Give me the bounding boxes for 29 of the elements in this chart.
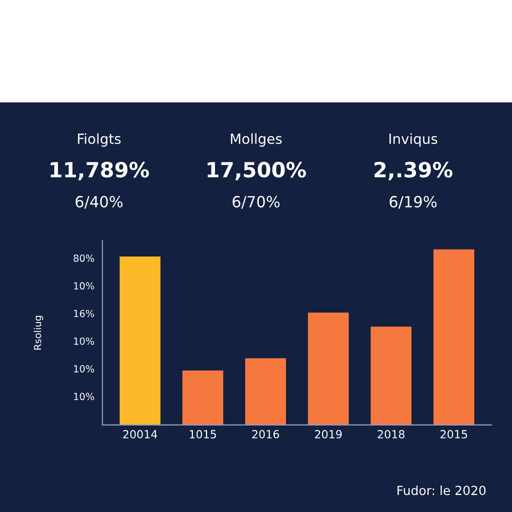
text: 10% — [74, 392, 94, 400]
x-tick-label: 20014 — [123, 430, 158, 438]
bar — [182, 370, 224, 425]
x-tick-label: 1015 — [190, 430, 216, 438]
text: 10% — [74, 337, 94, 345]
bar — [433, 249, 474, 425]
text: 80% — [74, 254, 94, 262]
x-tick-label: 2015 — [440, 430, 468, 438]
text: 11,789% — [50, 162, 149, 180]
text: 16% — [74, 310, 94, 318]
bar — [370, 326, 412, 425]
text: Fiolgts — [78, 133, 121, 147]
text: 17,500% — [208, 162, 306, 180]
text: Mollges — [230, 133, 282, 147]
bar — [120, 256, 160, 425]
y-axis-title: Rsoliug — [34, 316, 44, 350]
text: 10% — [74, 365, 94, 372]
text: 6/19% — [390, 196, 437, 209]
text: 6/70% — [232, 196, 280, 209]
text: 6/40% — [76, 196, 123, 209]
text: Fudor: le 2020 — [398, 485, 486, 496]
bar — [245, 358, 286, 425]
text: 2,.39% — [374, 162, 452, 180]
text: Inviqus — [389, 133, 438, 147]
x-tick-label: 2018 — [378, 430, 404, 438]
x-tick-label: 2019 — [315, 430, 342, 438]
bar — [308, 312, 349, 425]
x-tick-label: 2016 — [252, 430, 280, 438]
text: 10% — [74, 282, 94, 290]
